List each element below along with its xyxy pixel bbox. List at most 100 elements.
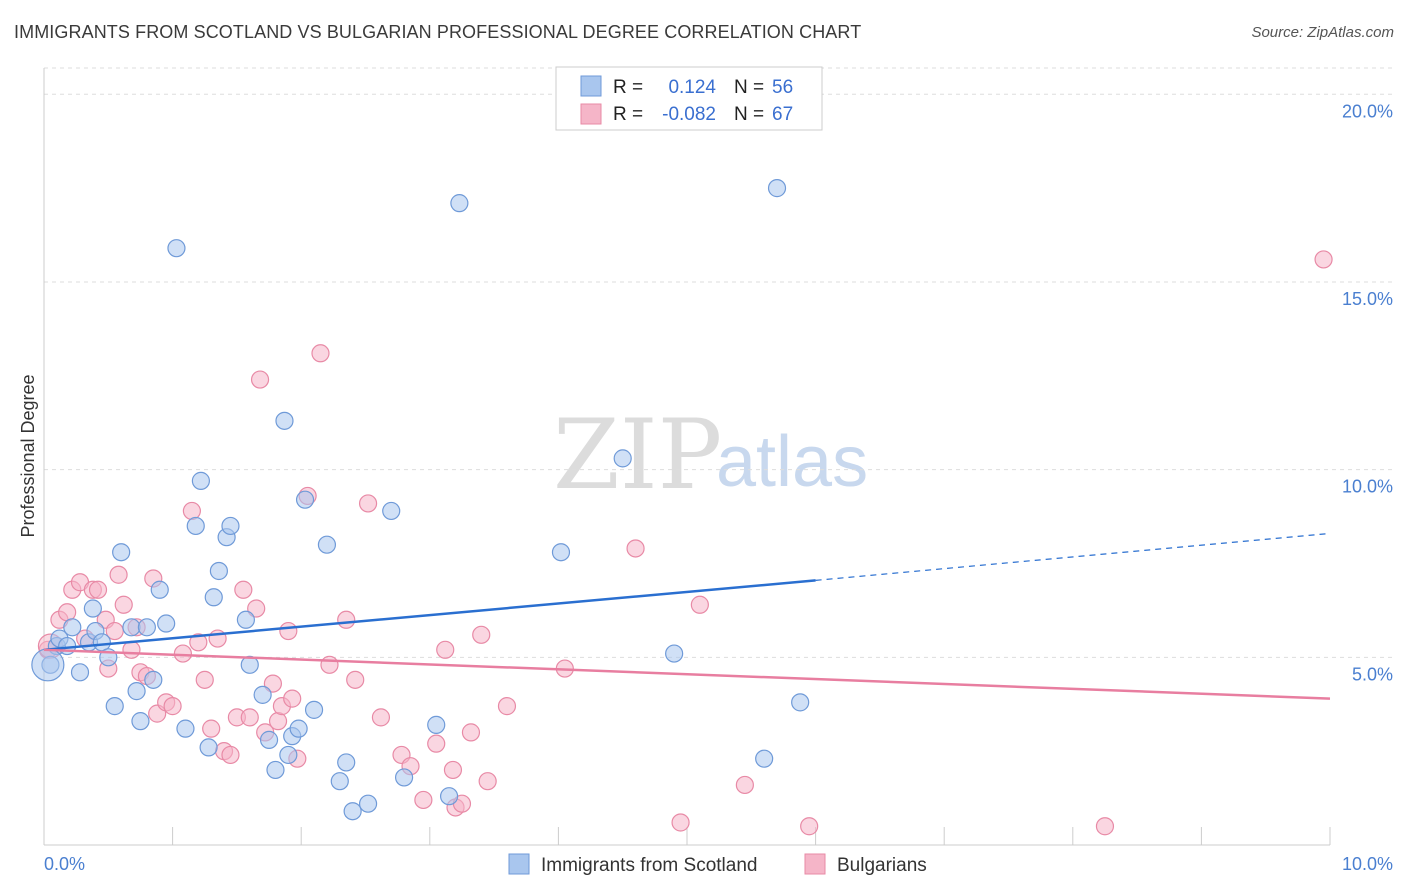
- watermark-atlas: atlas: [716, 422, 868, 502]
- bulgarians-point: [283, 689, 302, 708]
- scotland-point: [144, 670, 163, 689]
- scotland-trend-line: [43, 579, 816, 652]
- scotland-point: [83, 599, 102, 618]
- bulgarians-point: [109, 565, 128, 584]
- x-tick-labels: 0.0% 10.0%: [44, 854, 1393, 874]
- series-legend-swatch-bulgarians: [804, 853, 826, 875]
- series-legend-label-bulgarians: Bulgarians: [837, 855, 927, 876]
- scotland-point: [295, 490, 315, 509]
- scotland-point: [382, 501, 401, 521]
- bulgarians-point: [346, 670, 365, 689]
- scotland-point: [427, 715, 446, 734]
- bulgarians-point: [263, 674, 283, 693]
- scotland-point: [221, 516, 240, 536]
- bulgarians-point: [221, 745, 240, 765]
- bulgarians-point: [311, 344, 330, 363]
- bulgarians-point: [163, 697, 182, 716]
- chart-source: Source: ZipAtlas.com: [1251, 24, 1394, 41]
- bulgarians-point: [735, 775, 754, 795]
- scotland-point: [199, 738, 218, 757]
- bulgarians-point: [337, 610, 356, 629]
- bulgarians-point: [690, 595, 709, 614]
- y-axis-label: Professional Degree: [18, 374, 38, 537]
- y-tick-labels: 5.0% 10.0% 15.0% 20.0%: [1342, 101, 1393, 684]
- scotland-point: [613, 449, 632, 468]
- bulgarians-point: [122, 640, 141, 659]
- bulgarians-point: [800, 817, 819, 836]
- bulgarians-point: [472, 625, 491, 644]
- scotland-point: [137, 618, 156, 637]
- bulgarians-point: [182, 501, 201, 521]
- bulgarians-point: [189, 633, 208, 652]
- scotland-point: [167, 239, 186, 258]
- trend-lines: [43, 532, 1331, 700]
- series-legend-swatch-scotland: [508, 853, 530, 875]
- y-tick-label: 15.0%: [1342, 289, 1393, 309]
- bulgarians-point: [268, 712, 288, 731]
- scotland-point: [337, 753, 356, 772]
- scotland-points: [31, 179, 810, 821]
- scotland-point: [176, 719, 195, 738]
- scotland-point: [186, 516, 205, 536]
- legend-n-value-2: 67: [772, 104, 793, 125]
- bulgarians-point: [234, 580, 253, 599]
- bulgarians-point: [247, 599, 266, 618]
- series-legend-label-scotland: Immigrants from Scotland: [541, 855, 757, 876]
- scotland-point: [131, 712, 150, 731]
- series-legend: Immigrants from Scotland Bulgarians: [508, 853, 927, 876]
- scotland-point: [31, 648, 65, 682]
- scotland-point: [791, 693, 810, 712]
- legend-r-value-1: 0.124: [668, 77, 716, 98]
- bulgarians-point: [358, 494, 378, 513]
- watermark: ZIP atlas: [553, 399, 868, 511]
- bulgarians-point: [320, 655, 339, 674]
- y-tick-label: 10.0%: [1342, 477, 1393, 497]
- scotland-point: [279, 745, 298, 765]
- scotland-point: [343, 802, 362, 821]
- bulgarians-point: [436, 640, 455, 659]
- scotland-point: [439, 787, 459, 806]
- bulgarians-point: [279, 621, 298, 641]
- scotland-point: [204, 588, 223, 607]
- scotland-point: [289, 719, 308, 738]
- scotland-point: [127, 682, 146, 701]
- bulgarians-point: [1095, 817, 1115, 836]
- scotland-point: [112, 543, 131, 562]
- scotland-point: [253, 685, 272, 704]
- scotland-point: [191, 471, 210, 490]
- legend-swatch-pink: [580, 103, 602, 125]
- bulgarians-trend-line: [43, 648, 1331, 700]
- legend-r-label-1: R =: [613, 77, 643, 98]
- bulgarians-point: [58, 603, 77, 622]
- scotland-point: [304, 700, 324, 719]
- bulgarians-point: [202, 719, 221, 738]
- y-tick-label: 5.0%: [1352, 664, 1393, 684]
- y-tick-label: 20.0%: [1342, 101, 1393, 121]
- scotland-point: [157, 614, 176, 633]
- scotland-point: [358, 794, 378, 813]
- chart-title: IMMIGRANTS FROM SCOTLAND VS BULGARIAN PR…: [14, 22, 862, 42]
- scotland-point: [122, 618, 141, 637]
- bulgarians-point: [671, 813, 690, 832]
- bulgarians-point: [427, 734, 446, 753]
- scotland-point: [330, 772, 349, 791]
- bulgarians-point: [1314, 250, 1333, 269]
- bulgarians-point: [461, 723, 481, 742]
- scotland-point: [665, 644, 684, 663]
- scotland-point: [105, 697, 124, 716]
- bulgarians-point: [371, 708, 391, 727]
- scotland-point: [63, 618, 82, 637]
- scotland-point: [240, 655, 259, 674]
- x-ticks: [172, 827, 1331, 845]
- legend-r-value-2: -0.082: [662, 104, 716, 125]
- legend-n-label-2: N =: [734, 104, 764, 125]
- scotland-point: [259, 730, 279, 749]
- scotland-point: [450, 194, 469, 213]
- legend-swatch-blue: [580, 75, 602, 97]
- bulgarians-point: [173, 644, 192, 663]
- scotland-point: [150, 580, 169, 599]
- scotland-point: [209, 561, 228, 581]
- bulgarians-point: [497, 697, 517, 716]
- scotland-point: [394, 768, 414, 787]
